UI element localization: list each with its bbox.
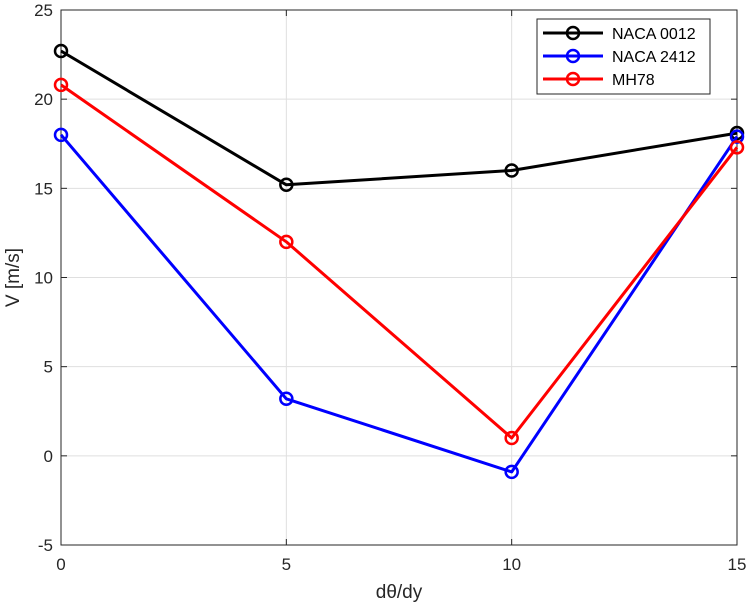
legend-label: NACA 2412 — [612, 49, 696, 66]
y-axis-label: V [m/s] — [3, 248, 24, 307]
data-point-marker — [53, 127, 69, 143]
legend-label: MH78 — [612, 72, 655, 89]
y-tick-label: 15 — [34, 179, 53, 198]
data-point-marker — [53, 43, 69, 59]
data-point-marker — [279, 234, 294, 250]
x-axis-label: dθ/dy — [376, 582, 423, 603]
series-line — [59, 133, 739, 474]
legend-label: NACA 0012 — [612, 26, 696, 43]
data-point-marker — [729, 140, 745, 155]
data-point-marker — [504, 163, 519, 178]
series-line — [60, 49, 738, 187]
legend-marker — [565, 25, 581, 41]
legend-marker — [565, 71, 581, 87]
legend: NACA 0012 NACA 2412 MH78 — [536, 18, 711, 95]
x-tick-label: 15 — [728, 555, 747, 574]
data-point-marker — [279, 391, 294, 407]
x-tick-label: 5 — [282, 555, 291, 574]
legend-marker — [565, 48, 581, 64]
y-tick-label: 20 — [34, 90, 53, 109]
y-tick-label: 5 — [44, 358, 53, 377]
series-lines — [53, 43, 745, 480]
data-point-marker — [504, 464, 519, 480]
y-tick-label: 0 — [44, 447, 53, 466]
data-point-marker — [53, 77, 69, 93]
x-tick-label: 0 — [56, 555, 65, 574]
data-point-marker — [729, 129, 745, 144]
data-point-marker — [504, 430, 519, 446]
y-tick-label: 10 — [34, 269, 53, 288]
y-tick-label: 25 — [34, 1, 53, 20]
series-line — [60, 83, 739, 440]
y-tick-label: -5 — [38, 536, 53, 555]
data-point-marker — [279, 177, 294, 193]
x-tick-label: 10 — [502, 555, 521, 574]
